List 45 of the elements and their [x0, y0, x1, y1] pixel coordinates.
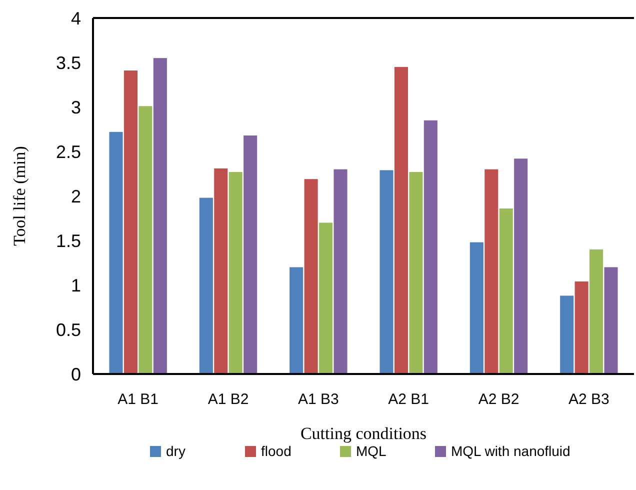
legend-label: flood — [261, 443, 292, 459]
y-tick-label: 2.5 — [56, 142, 81, 162]
bar — [214, 168, 228, 374]
y-tick-label: 1.5 — [56, 230, 81, 251]
bar — [470, 242, 484, 374]
bar — [244, 135, 258, 374]
bar — [290, 267, 304, 374]
bar — [319, 222, 333, 374]
y-tick-label: 0 — [70, 364, 81, 384]
bar — [153, 58, 167, 374]
y-tick-label: 4 — [70, 8, 81, 28]
bar — [199, 198, 213, 374]
x-tick-label: A1 B1 — [118, 391, 159, 408]
y-tick-label: 0.5 — [56, 320, 81, 340]
bar — [560, 296, 574, 374]
bar — [304, 179, 318, 374]
bar — [228, 172, 242, 374]
x-tick-label: A1 B2 — [208, 391, 249, 408]
y-tick-label: 3.5 — [56, 52, 81, 73]
legend-label: dry — [166, 443, 186, 459]
bar — [514, 158, 528, 374]
bar — [138, 106, 152, 374]
bar — [409, 172, 423, 374]
bar — [424, 120, 438, 374]
x-tick-label: A2 B2 — [478, 391, 520, 408]
bar — [124, 70, 138, 374]
bar — [499, 208, 513, 374]
bar — [590, 249, 604, 374]
bar — [334, 169, 348, 374]
y-tick-label: 3 — [70, 97, 81, 118]
x-tick-label: A2 B1 — [388, 391, 430, 408]
bar — [484, 169, 498, 374]
bar — [380, 170, 394, 374]
bar — [109, 132, 123, 374]
y-axis-title: Tool life (min) — [10, 146, 29, 246]
bar — [394, 66, 408, 374]
x-tick-label: A1 B3 — [298, 391, 339, 408]
x-axis-title: Cutting conditions — [300, 424, 427, 443]
legend-label: MQL — [356, 443, 387, 459]
bar — [604, 267, 618, 374]
bar — [574, 281, 588, 374]
y-tick-label: 1 — [70, 275, 81, 296]
y-tick-label: 2 — [70, 186, 81, 206]
x-tick-label: A2 B3 — [568, 391, 610, 408]
legend-label: MQL with nanofluid — [451, 443, 570, 459]
